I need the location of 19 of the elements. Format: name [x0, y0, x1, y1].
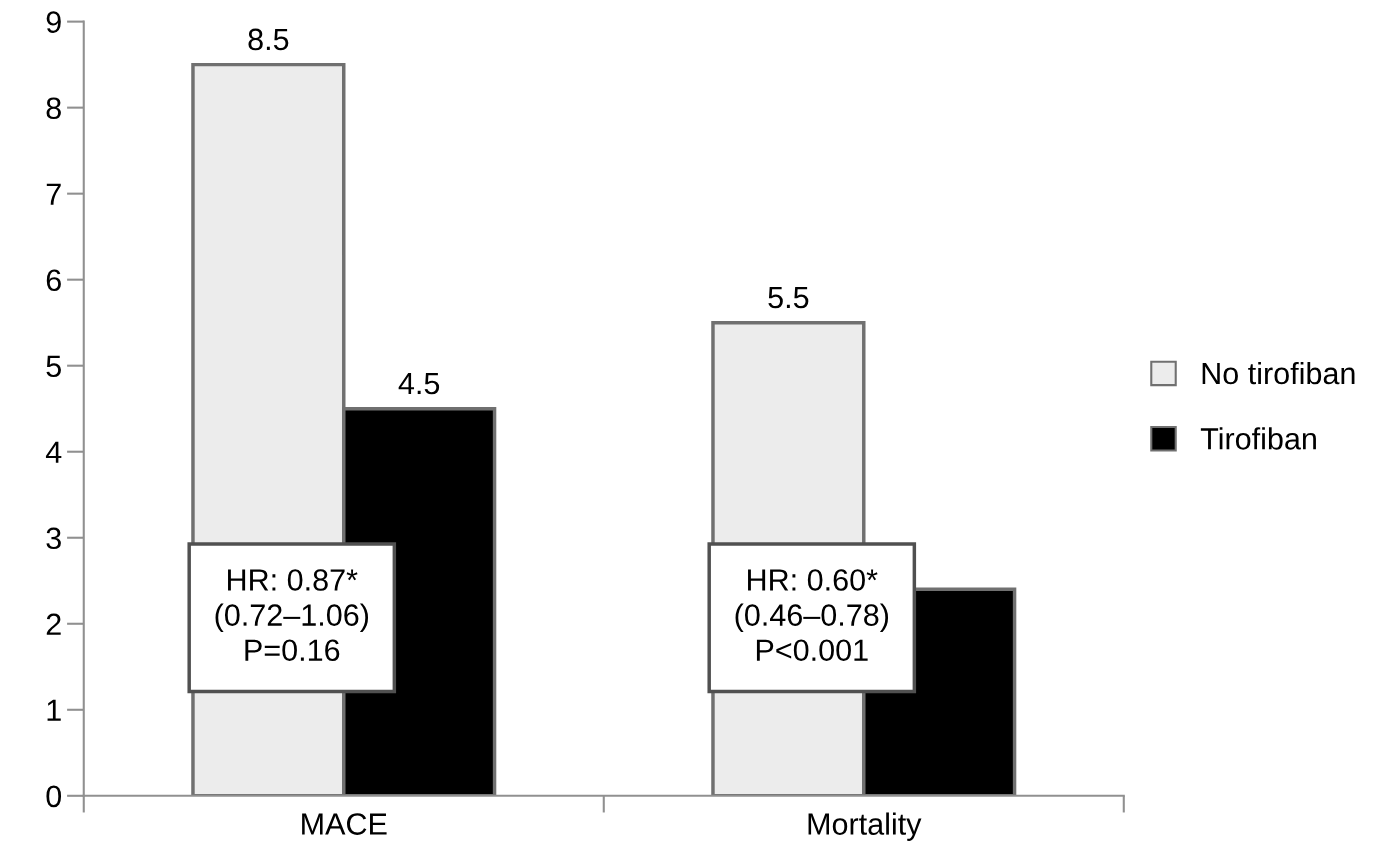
- data-label: 4.5: [398, 373, 440, 395]
- legend-label: Tirofiban: [1200, 427, 1316, 450]
- annotation: HR: 0.87* (0.72–1.06) P=0.16: [215, 569, 369, 662]
- y-tick-label: 4: [45, 441, 62, 463]
- y-tick-label: 0: [46, 785, 62, 808]
- y-tick-label: 7: [46, 183, 61, 205]
- y-tick-label: 9: [46, 11, 61, 33]
- legend-label: No tirofiban: [1202, 361, 1355, 385]
- y-tick-label: 1: [47, 699, 61, 721]
- x-tick-label: MACE: [302, 813, 387, 835]
- x-tick-label: Mortality: [808, 812, 922, 841]
- y-tick-label: 6: [46, 269, 61, 292]
- y-tick-label: 2: [46, 613, 61, 635]
- data-label: 5.5: [768, 287, 809, 309]
- annotation: HR: 0.60* (0.46–0.78) P<0.001: [735, 569, 889, 662]
- y-tick-label: 3: [46, 527, 61, 550]
- y-tick-label: 5: [46, 355, 61, 378]
- y-tick-label: 8: [46, 97, 61, 120]
- data-label: 8.5: [248, 28, 289, 51]
